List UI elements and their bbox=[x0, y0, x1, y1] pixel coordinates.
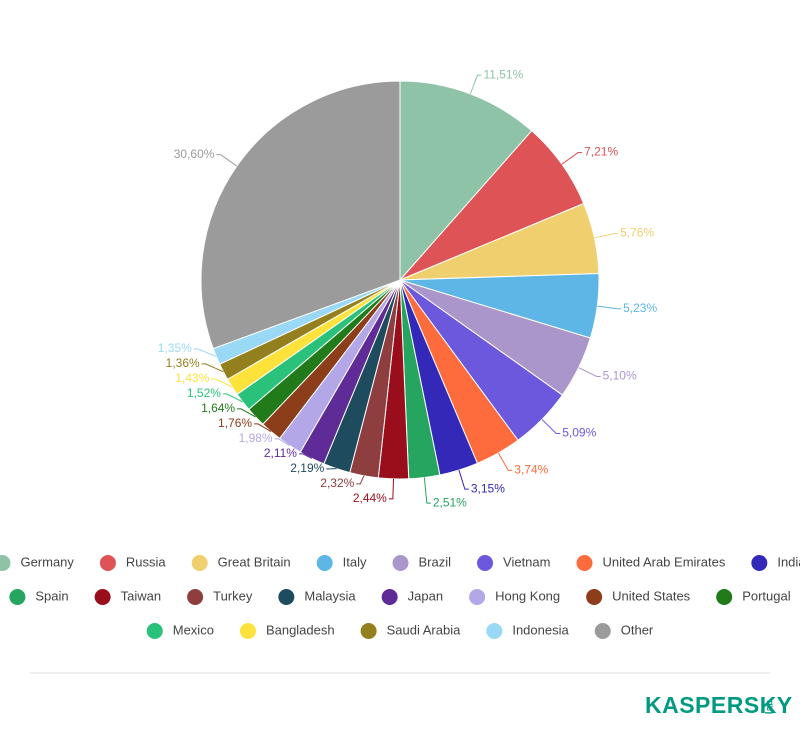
legend-label: Germany bbox=[20, 554, 74, 569]
data-label: 1,52% bbox=[187, 386, 221, 400]
leader-line bbox=[216, 155, 236, 166]
legend-swatch bbox=[278, 589, 294, 605]
legend-label: Vietnam bbox=[503, 554, 550, 569]
legend-swatch bbox=[751, 555, 767, 571]
leader-line bbox=[459, 470, 469, 489]
legend-swatch bbox=[486, 623, 502, 639]
data-label: 30,60% bbox=[174, 147, 215, 161]
data-label: 5,76% bbox=[620, 226, 654, 240]
data-label: 1,43% bbox=[175, 371, 209, 385]
data-label: 5,10% bbox=[603, 369, 637, 383]
legend-swatch bbox=[9, 589, 25, 605]
legend-label: Hong Kong bbox=[495, 588, 560, 603]
data-label: 3,15% bbox=[471, 481, 505, 495]
legend-label: Saudi Arabia bbox=[387, 622, 461, 637]
leader-line bbox=[594, 234, 618, 238]
data-label: 2,32% bbox=[320, 476, 354, 490]
legend-label: United States bbox=[612, 588, 691, 603]
leader-line bbox=[470, 75, 481, 94]
legend-swatch bbox=[469, 589, 485, 605]
leader-line bbox=[424, 478, 430, 504]
legend-label: India bbox=[777, 554, 800, 569]
leader-line bbox=[597, 306, 621, 309]
legend-swatch bbox=[187, 589, 203, 605]
leader-line bbox=[542, 419, 560, 433]
legend-swatch bbox=[477, 555, 493, 571]
leader-line bbox=[389, 479, 394, 499]
logo-suffix: lab bbox=[765, 700, 776, 714]
legend-swatch bbox=[192, 555, 208, 571]
legend-swatch bbox=[361, 623, 377, 639]
leader-line bbox=[356, 476, 364, 484]
legend-swatch bbox=[317, 555, 333, 571]
legend-swatch bbox=[576, 555, 592, 571]
leader-line bbox=[562, 153, 582, 165]
data-label: 1,76% bbox=[218, 416, 252, 430]
data-label: 1,64% bbox=[201, 401, 235, 415]
legend-swatch bbox=[586, 589, 602, 605]
leader-line bbox=[579, 368, 601, 377]
legend-label: Italy bbox=[343, 554, 367, 569]
legend-label: Russia bbox=[126, 554, 167, 569]
legend-swatch bbox=[716, 589, 732, 605]
data-label: 2,51% bbox=[433, 495, 467, 509]
data-label: 11,51% bbox=[483, 67, 523, 81]
legend-swatch bbox=[393, 555, 409, 571]
legend-swatch bbox=[100, 555, 116, 571]
legend-label: Mexico bbox=[173, 622, 214, 637]
legend-label: Brazil bbox=[419, 554, 452, 569]
data-label: 7,21% bbox=[584, 145, 618, 159]
legend-label: Spain bbox=[35, 588, 68, 603]
legend-swatch bbox=[147, 623, 163, 639]
legend-label: Turkey bbox=[213, 588, 253, 603]
legend-label: Bangladesh bbox=[266, 622, 335, 637]
legend-label: Taiwan bbox=[121, 588, 161, 603]
data-label: 2,11% bbox=[264, 446, 297, 460]
data-label: 2,19% bbox=[290, 461, 324, 475]
legend-swatch bbox=[95, 589, 111, 605]
legend-label: United Arab Emirates bbox=[602, 554, 725, 569]
legend-swatch bbox=[0, 555, 10, 571]
leader-line bbox=[498, 453, 512, 470]
data-label: 2,44% bbox=[353, 491, 387, 505]
data-label: 5,23% bbox=[623, 301, 657, 315]
legend-label: Great Britain bbox=[218, 554, 291, 569]
legend-swatch bbox=[595, 623, 611, 639]
data-label: 1,98% bbox=[239, 431, 273, 445]
legend-label: Indonesia bbox=[512, 622, 569, 637]
data-label: 3,74% bbox=[514, 463, 548, 477]
data-label: 1,35% bbox=[158, 341, 192, 355]
data-label: 5,09% bbox=[562, 426, 596, 440]
legend-label: Japan bbox=[408, 588, 443, 603]
legend-swatch bbox=[382, 589, 398, 605]
legend-label: Portugal bbox=[742, 588, 791, 603]
legend-label: Other bbox=[621, 622, 654, 637]
legend-swatch bbox=[240, 623, 256, 639]
data-label: 1,36% bbox=[166, 356, 200, 370]
legend-label: Malaysia bbox=[304, 588, 356, 603]
